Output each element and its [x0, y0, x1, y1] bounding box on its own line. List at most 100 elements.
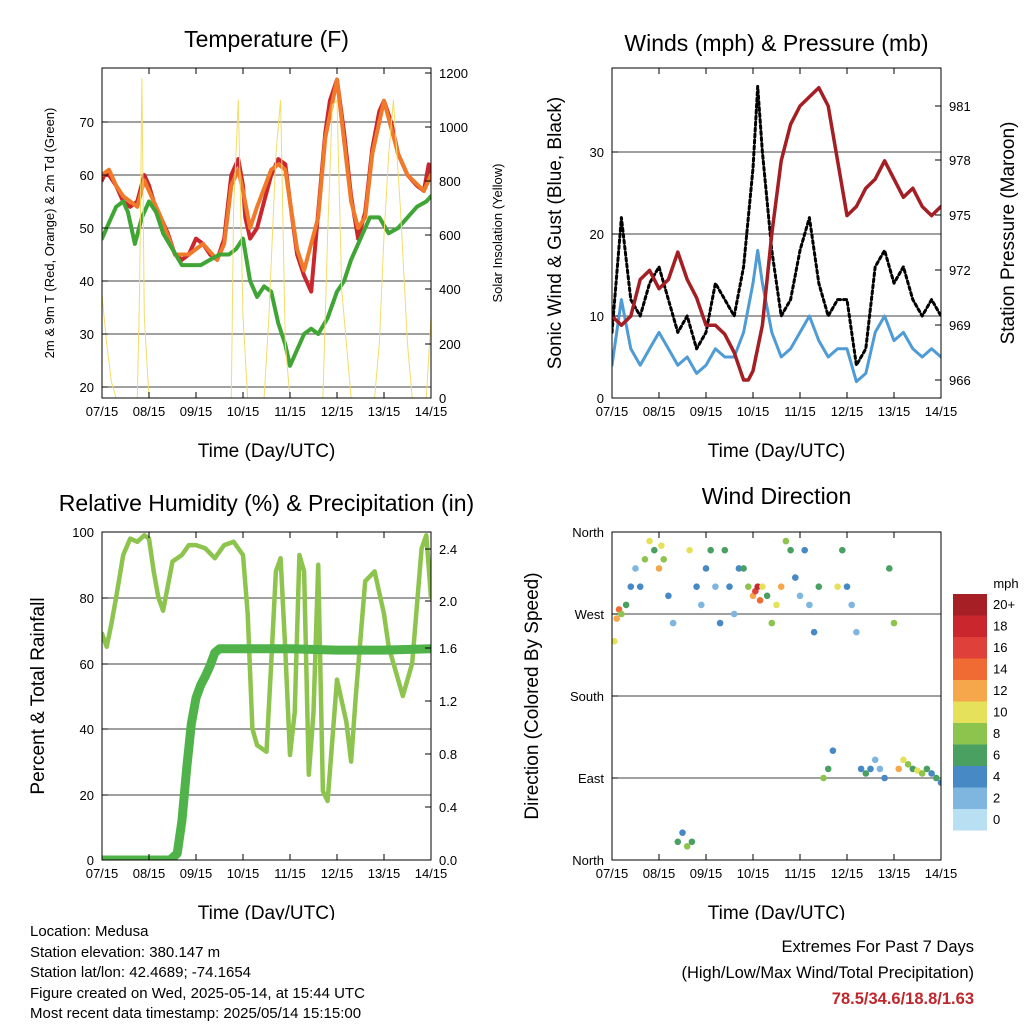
created-text: Figure created on Wed, 2025-05-14, at 15… — [30, 984, 365, 1002]
direction-point — [895, 765, 902, 773]
direction-point — [641, 556, 649, 563]
y-tick-label: 0 — [87, 853, 94, 868]
direction-point — [937, 779, 941, 786]
data-layer — [612, 84, 941, 384]
direction-point — [730, 610, 738, 618]
y-axis-label: Direction (Colored By Speed) — [522, 572, 543, 819]
extremes-subtitle: (High/Low/Max Wind/Total Precipitation) — [681, 964, 974, 982]
direction-point — [834, 583, 841, 590]
x-tick-label: 11/15 — [784, 866, 816, 881]
direction-point — [876, 765, 884, 773]
elevation-text: Station elevation: 380.147 m — [30, 943, 221, 961]
y2-tick-label: 1.2 — [439, 694, 457, 709]
legend-swatch — [953, 680, 987, 702]
direction-point — [712, 583, 719, 590]
x-tick-label: 10/15 — [227, 404, 260, 419]
x-tick-label: 12/15 — [321, 866, 354, 881]
y2-tick-label: 975 — [949, 208, 971, 223]
y-tick-label: 30 — [590, 145, 604, 160]
chart-title: Relative Humidity (%) & Precipitation (i… — [59, 490, 474, 516]
speed-legend: mph 20+ 18 16 14 12 10 8 6 4 2 0 — [953, 576, 1019, 831]
y2-tick-label: 1200 — [439, 66, 468, 81]
data-layer — [102, 77, 431, 398]
y2-tick-label: 2.4 — [439, 542, 457, 557]
y-tick-label: 40 — [80, 274, 94, 289]
location-text: Location: Medusa — [30, 923, 149, 940]
chart-title: Winds (mph) & Pressure (mb) — [624, 30, 928, 56]
x-tick-label: 09/15 — [690, 866, 723, 881]
legend-label: 10 — [993, 705, 1007, 720]
direction-point — [636, 583, 644, 590]
series-line-total-precipitation — [102, 644, 431, 860]
direction-point — [886, 565, 893, 572]
plot-frame — [101, 67, 432, 399]
x-tick-label: 11/15 — [274, 866, 306, 881]
direction-point — [867, 765, 874, 773]
y-tick-label: North — [572, 525, 604, 540]
y-tick-label: 50 — [80, 221, 94, 236]
direction-point — [721, 546, 729, 554]
y-tick-label: North — [572, 853, 604, 868]
y-tick-label: 0 — [597, 391, 604, 406]
legend-label: 8 — [993, 726, 1000, 741]
y2-tick-label: 600 — [439, 228, 461, 243]
data-layer — [612, 537, 941, 850]
y2-tick-label: 0 — [439, 391, 446, 406]
direction-point — [763, 592, 771, 600]
direction-point — [782, 537, 790, 545]
chart-panel-4: Wind Direction 07/15 08/15 09/15 10/15 11/15 1… — [522, 483, 1019, 920]
direction-point — [773, 601, 780, 609]
x-tick-label: 13/15 — [878, 404, 911, 419]
x-tick-label: 10/15 — [737, 866, 770, 881]
x-tick-label: 09/15 — [180, 404, 213, 419]
direction-point — [688, 838, 696, 846]
direction-point — [716, 619, 724, 627]
x-tick-label: 12/15 — [831, 404, 864, 419]
direction-point — [820, 774, 827, 782]
y2-tick-label: 969 — [949, 318, 971, 333]
series-line-relative-humidity — [102, 533, 431, 804]
direction-point — [658, 542, 665, 549]
legend-label: 0 — [993, 812, 1000, 827]
direction-point — [815, 583, 823, 590]
direction-point — [665, 592, 672, 600]
y-tick-label: 100 — [72, 525, 94, 540]
direction-point — [871, 756, 879, 764]
series-line-station-pressure — [612, 85, 941, 382]
y-tick-label: 20 — [80, 380, 94, 395]
direction-point — [740, 565, 747, 572]
y-tick-label: 70 — [80, 115, 94, 130]
x-tick-label: 08/15 — [133, 866, 166, 881]
x-tick-label: 08/15 — [643, 404, 676, 419]
x-tick-label: 07/15 — [86, 404, 119, 419]
direction-point — [618, 610, 625, 618]
chart-panel-2: Winds (mph) & Pressure (mb) 07/15 08/15 09/… — [545, 30, 1019, 462]
direction-point — [862, 770, 870, 777]
x-axis-label: Time (Day/UTC) — [708, 441, 846, 462]
figure-canvas: Temperature (F) 07/15 08/15 09/15 10/15 11/15… — [28, 26, 1019, 920]
y-tick-label: 10 — [590, 309, 604, 324]
x-tick-label: 07/15 — [86, 866, 119, 881]
x-tick-label: 14/15 — [415, 404, 448, 419]
y2-tick-label: 978 — [949, 153, 971, 168]
legend-swatch — [953, 744, 987, 766]
direction-point — [904, 761, 912, 768]
y2-tick-label: 0.8 — [439, 747, 457, 762]
y-tick-label: 40 — [80, 722, 94, 737]
series-line-gust — [612, 84, 941, 367]
y-tick-label: East — [578, 771, 604, 786]
direction-point — [806, 601, 813, 609]
latlon-text: Station lat/lon: 42.4689; -74.1654 — [30, 964, 252, 981]
direction-point — [679, 829, 686, 836]
series-line-2m-td — [102, 194, 431, 368]
direction-point — [881, 774, 888, 782]
x-tick-label: 07/15 — [596, 404, 629, 419]
x-tick-label: 09/15 — [690, 404, 723, 419]
direction-point — [853, 628, 860, 636]
legend-label: 16 — [993, 640, 1007, 655]
direction-point — [646, 537, 653, 545]
direction-point — [857, 765, 865, 773]
direction-point — [632, 565, 639, 572]
y2-tick-label: 2.0 — [439, 594, 457, 609]
direction-point — [669, 619, 677, 627]
